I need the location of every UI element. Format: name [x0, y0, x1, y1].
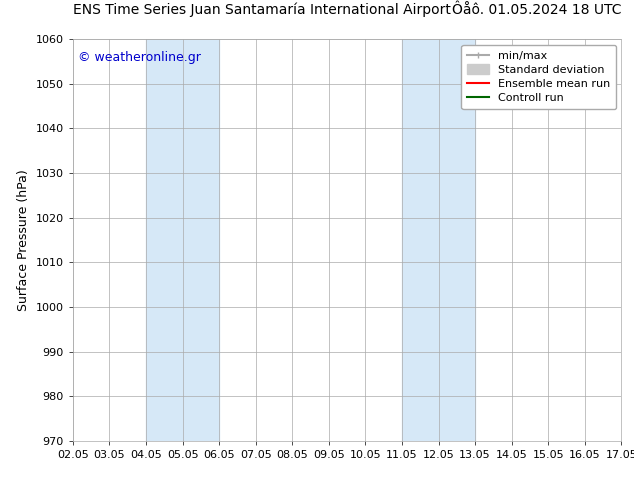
Legend: min/max, Standard deviation, Ensemble mean run, Controll run: min/max, Standard deviation, Ensemble me…	[462, 45, 616, 109]
Text: © weatheronline.gr: © weatheronline.gr	[79, 51, 201, 64]
Bar	[402, 39, 475, 441]
Text: ENS Time Series Juan Santamaría International Airport: ENS Time Series Juan Santamaría Internat…	[73, 2, 451, 17]
Bar	[146, 39, 219, 441]
Y-axis label: Surface Pressure (hPa): Surface Pressure (hPa)	[17, 169, 30, 311]
Text: Ôåô. 01.05.2024 18 UTC: Ôåô. 01.05.2024 18 UTC	[452, 3, 621, 17]
